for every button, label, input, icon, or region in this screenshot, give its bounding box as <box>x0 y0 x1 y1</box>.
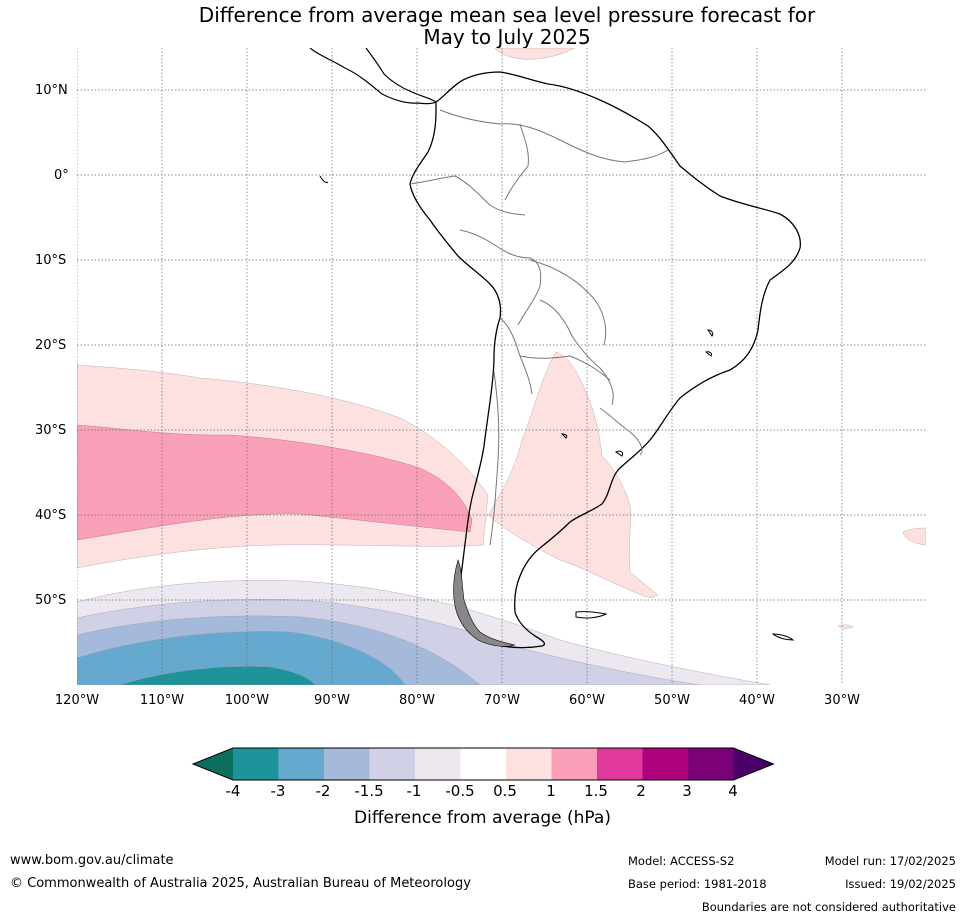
title-line-1: Difference from average mean sea level p… <box>198 3 816 27</box>
lon-label-100w: 100°W <box>224 693 270 708</box>
lat-label-20s: 20°S <box>35 338 67 353</box>
lon-label-70w: 70°W <box>484 693 520 708</box>
anomaly-area-plus-0.5-atlantic <box>487 351 659 599</box>
colorbar-segment <box>233 748 279 780</box>
colorbar-tick: 3 <box>682 782 692 800</box>
footer-url: www.bom.gov.au/climate <box>10 853 174 868</box>
colorbar-tick: -0.5 <box>445 782 475 800</box>
graticule <box>77 48 926 685</box>
southern-archipelago <box>453 559 516 647</box>
footer-model: Model: ACCESS-S2 <box>628 854 735 868</box>
colorbar-segment <box>460 748 507 780</box>
pressure-anomaly-map <box>77 48 926 685</box>
footer-issued: Issued: 19/02/2025 <box>845 877 956 891</box>
colorbar-segment <box>324 748 370 780</box>
anomaly-area-plus-1-pacific <box>77 424 473 541</box>
colorbar-outline <box>191 747 775 781</box>
map-title: Difference from average mean sea level p… <box>0 4 965 48</box>
colorbar <box>191 747 775 781</box>
footer-copyright: © Commonwealth of Australia 2025, Austra… <box>10 876 471 891</box>
colorbar-segment <box>597 748 643 780</box>
lat-label-30s: 30°S <box>35 423 67 438</box>
anomaly-band-minus-2 <box>77 631 406 685</box>
lon-label-110w: 110°W <box>139 693 185 708</box>
lat-label-10n: 10°N <box>35 83 68 98</box>
colorbar-tick: 1.5 <box>584 782 608 800</box>
lon-label-120w: 120°W <box>54 693 100 708</box>
title-line-2: May to July 2025 <box>423 25 591 49</box>
colorbar-tick: -1.5 <box>354 782 384 800</box>
colorbar-tick: -3 <box>270 782 286 800</box>
lat-label-10s: 10°S <box>35 253 67 268</box>
lon-label-50w: 50°W <box>654 693 690 708</box>
colorbar-segment <box>642 748 689 780</box>
lon-label-30w: 30°W <box>824 693 860 708</box>
country-borders <box>409 109 669 546</box>
footer-base-period: Base period: 1981-2018 <box>628 877 767 891</box>
colorbar-tick: 2 <box>636 782 646 800</box>
colorbar-under-arrow <box>193 748 233 780</box>
colorbar-segment <box>278 748 325 780</box>
anomaly-area-plus-0.5-caribbean <box>494 48 576 60</box>
colorbar-tick: -2 <box>315 782 331 800</box>
colorbar-tick: 1 <box>546 782 556 800</box>
colorbar-over-arrow <box>733 748 774 780</box>
lon-label-60w: 60°W <box>569 693 605 708</box>
colorbar-segment <box>415 748 461 780</box>
colorbar-label: Difference from average (hPa) <box>354 808 611 828</box>
colorbar-segment <box>688 748 734 780</box>
lat-label-40s: 40°S <box>35 508 67 523</box>
lon-label-80w: 80°W <box>399 693 435 708</box>
colorbar-tick: 0.5 <box>493 782 517 800</box>
central-america-coastline <box>309 48 437 105</box>
footer-boundaries-note: Boundaries are not considered authoritat… <box>701 900 956 914</box>
colorbar-segment <box>551 748 598 780</box>
colorbar-tick: -4 <box>225 782 241 800</box>
colorbar-segment <box>506 748 552 780</box>
anomaly-area-plus-0.5-east-atlantic <box>902 527 926 546</box>
lon-label-40w: 40°W <box>739 693 775 708</box>
footer-model-run: Model run: 17/02/2025 <box>824 854 956 868</box>
colorbar-tick: -1 <box>406 782 422 800</box>
lat-label-0: 0° <box>54 168 69 183</box>
islands-and-lakes <box>319 175 795 641</box>
colorbar-tick: 4 <box>728 782 738 800</box>
colorbar-segment <box>369 748 416 780</box>
lon-label-90w: 90°W <box>314 693 350 708</box>
lat-label-50s: 50°S <box>35 593 67 608</box>
anomaly-band-minus-3 <box>119 666 316 685</box>
